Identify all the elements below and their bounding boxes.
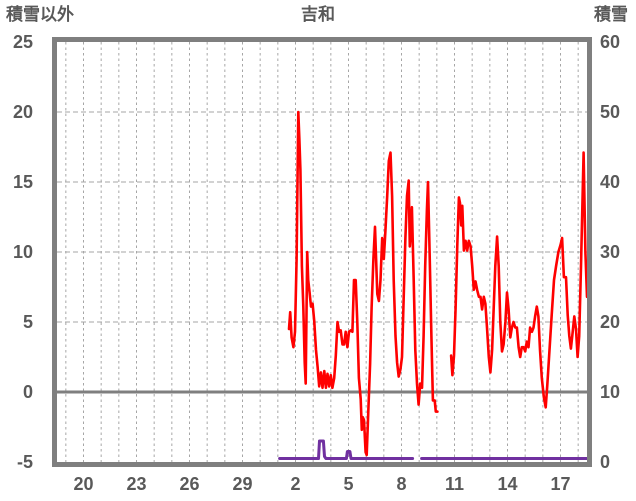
x-axis-tick-label: 11 — [445, 474, 464, 494]
left-axis-tick-label: 15 — [13, 172, 33, 192]
x-axis-tick-label: 29 — [232, 474, 252, 494]
left-axis-tick-label: 20 — [13, 102, 33, 122]
x-axis-tick-label: 8 — [396, 474, 406, 494]
right-axis-tick-label: 10 — [600, 382, 620, 402]
left-axis-title: 積雪以外 — [6, 5, 74, 24]
right-axis-title: 積雪 — [594, 5, 628, 24]
x-axis-tick-label: 26 — [179, 474, 199, 494]
right-axis-tick-label: 60 — [600, 32, 620, 52]
chart-title: 吉和 — [301, 5, 335, 24]
plot-frame — [52, 37, 592, 467]
left-axis-tick-label: 0 — [23, 382, 33, 402]
right-axis-tick-label: 20 — [600, 312, 620, 332]
x-axis-tick-label: 17 — [550, 474, 570, 494]
x-axis-tick-label: 2 — [290, 474, 300, 494]
x-axis-tick-label: 14 — [497, 474, 517, 494]
non-snow-observation-line-segment — [287, 110, 439, 457]
right-axis-tick-label: 40 — [600, 172, 620, 192]
left-axis-tick-label: -5 — [17, 452, 33, 472]
right-axis-tick-label: 30 — [600, 242, 620, 262]
x-axis-tick-label: 23 — [126, 474, 146, 494]
x-axis-tick-label: 20 — [73, 474, 93, 494]
non-snow-observation-line-segment — [449, 151, 588, 409]
right-axis-tick-label: 50 — [600, 102, 620, 122]
left-axis-tick-label: 25 — [13, 32, 33, 52]
left-axis-tick-label: 5 — [23, 312, 33, 332]
snow-depth-line-segment — [278, 439, 415, 460]
x-axis-tick-label: 5 — [343, 474, 353, 494]
right-axis-tick-label: 0 — [600, 452, 610, 472]
left-axis-tick-label: 10 — [13, 242, 33, 262]
